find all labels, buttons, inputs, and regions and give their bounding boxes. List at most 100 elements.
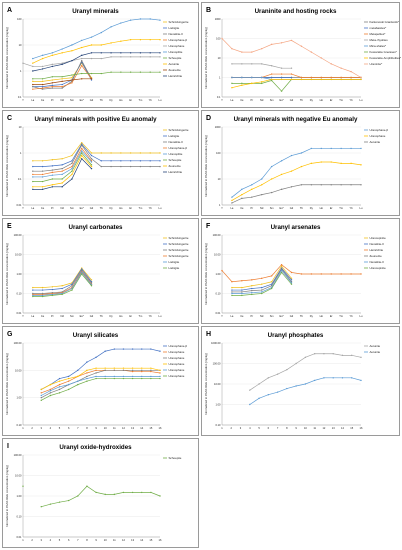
y-axis-label: Normalized to PAAS REE concentration [mg… bbox=[204, 353, 208, 415]
x-tick-label: 7 bbox=[77, 538, 79, 542]
legend-entry: Metapelites* bbox=[370, 32, 387, 36]
x-tick-label: Ho bbox=[119, 314, 123, 318]
legend-entry: Uranopilite bbox=[169, 50, 183, 54]
x-tick-label: 5 bbox=[59, 426, 61, 430]
data-point bbox=[141, 367, 143, 369]
x-tick-label: Tm bbox=[339, 206, 343, 210]
chart-c: C Uranyl minerals with positive Eu anomal… bbox=[5, 115, 189, 210]
x-tick-label: Er bbox=[129, 98, 132, 102]
data-point bbox=[251, 188, 253, 191]
data-point bbox=[320, 78, 322, 81]
data-point bbox=[41, 186, 44, 188]
data-point bbox=[90, 154, 93, 157]
x-tick-label: Tm bbox=[139, 314, 143, 318]
panel-title: Uranyl carbonates bbox=[69, 224, 124, 231]
legend-entry: Heinrichite bbox=[370, 248, 384, 252]
x-tick-label: Yb bbox=[149, 206, 153, 210]
data-point bbox=[77, 369, 79, 372]
series-7 bbox=[32, 71, 161, 80]
data-point bbox=[95, 369, 97, 372]
series-4 bbox=[32, 147, 93, 176]
data-point bbox=[270, 281, 273, 283]
data-point bbox=[51, 65, 54, 68]
x-tick-label: 9 bbox=[295, 426, 297, 430]
x-tick-label: La bbox=[31, 206, 34, 210]
data-point bbox=[71, 59, 73, 62]
series-1 bbox=[231, 265, 293, 289]
data-point bbox=[90, 279, 93, 281]
data-point bbox=[290, 277, 293, 280]
data-point bbox=[49, 389, 52, 392]
data-point bbox=[95, 367, 97, 369]
data-point bbox=[280, 78, 283, 81]
data-point bbox=[100, 52, 102, 54]
data-point bbox=[77, 380, 79, 382]
x-tick-label: La bbox=[230, 98, 233, 102]
x-tick-label: Sm bbox=[270, 314, 274, 318]
data-point bbox=[81, 150, 83, 152]
data-point bbox=[241, 291, 243, 293]
data-point bbox=[290, 282, 293, 284]
data-point bbox=[251, 287, 253, 290]
legend-entry: Autunite bbox=[370, 344, 381, 348]
data-point bbox=[360, 164, 362, 166]
data-point bbox=[49, 383, 52, 386]
data-point bbox=[360, 147, 362, 150]
y-axis-label: Normalized to PAAS REE concentration [mg… bbox=[204, 243, 208, 305]
data-point bbox=[104, 369, 106, 372]
data-point bbox=[41, 88, 44, 90]
data-point bbox=[77, 375, 79, 378]
data-point bbox=[350, 76, 352, 79]
data-point bbox=[32, 180, 34, 183]
data-point bbox=[270, 165, 273, 168]
data-point bbox=[341, 377, 344, 379]
chart-d: D Uranyl minerals with negative Eu anomal… bbox=[204, 115, 388, 210]
data-point bbox=[159, 375, 161, 378]
legend-entry: Schröckingerite bbox=[169, 20, 189, 24]
series-6 bbox=[231, 78, 362, 92]
data-point bbox=[300, 76, 303, 79]
data-point bbox=[304, 383, 307, 385]
data-point bbox=[131, 367, 134, 369]
data-point bbox=[261, 82, 263, 85]
data-point bbox=[113, 377, 116, 380]
x-tick-label: Pr bbox=[250, 206, 253, 210]
data-point bbox=[251, 291, 253, 294]
series-line bbox=[231, 148, 361, 198]
data-point bbox=[41, 286, 44, 289]
x-tick-label: Pr bbox=[51, 314, 54, 318]
x-tick-label: Er bbox=[330, 98, 333, 102]
series-line bbox=[249, 353, 362, 391]
data-point bbox=[159, 71, 161, 73]
legend-entry: metabasites* bbox=[370, 26, 388, 30]
data-point bbox=[320, 147, 322, 150]
series-6 bbox=[32, 273, 93, 298]
series-5 bbox=[32, 271, 93, 297]
legend-entry: Schoepite bbox=[169, 456, 182, 460]
series-1 bbox=[249, 353, 362, 391]
legend-entry: Uranophane-β bbox=[169, 146, 188, 150]
data-point bbox=[120, 52, 122, 54]
series-4 bbox=[231, 63, 293, 69]
x-tick-label: Er bbox=[129, 314, 132, 318]
data-point bbox=[280, 67, 283, 69]
data-point bbox=[113, 348, 116, 350]
data-point bbox=[71, 74, 73, 76]
legend-entry: Uranophane bbox=[169, 368, 185, 372]
x-tick-label: Pr bbox=[250, 98, 253, 102]
x-tick-label: Lu bbox=[360, 206, 363, 210]
x-tick-label: Tm bbox=[339, 98, 343, 102]
data-point bbox=[141, 370, 143, 373]
panel-c: C Uranyl minerals with positive Eu anomal… bbox=[2, 110, 199, 216]
data-point bbox=[51, 87, 54, 89]
data-point bbox=[61, 293, 63, 296]
data-point bbox=[71, 79, 73, 81]
data-point bbox=[51, 288, 54, 291]
series-2 bbox=[32, 143, 161, 168]
data-point bbox=[71, 167, 73, 170]
x-tick-label: Y bbox=[221, 98, 223, 102]
y-tick-label: 1 bbox=[20, 69, 22, 73]
data-point bbox=[86, 485, 88, 487]
data-point bbox=[249, 389, 251, 391]
data-point bbox=[81, 64, 83, 67]
